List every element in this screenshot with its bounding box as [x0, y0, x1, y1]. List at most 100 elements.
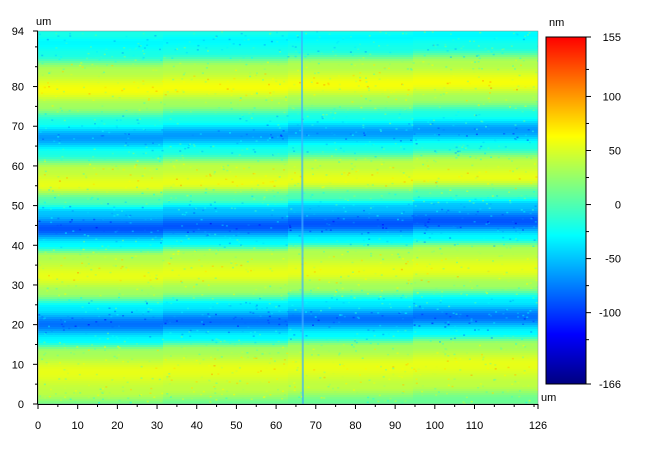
noise-speck: [488, 207, 491, 209]
noise-speck: [236, 142, 239, 145]
noise-speck: [285, 244, 288, 246]
noise-speck: [117, 228, 120, 231]
heatmap-row: [163, 161, 289, 164]
noise-speck: [333, 108, 336, 110]
noise-speck: [206, 47, 209, 50]
heatmap-row: [163, 159, 289, 162]
colorbar-strip: [546, 231, 586, 233]
noise-speck: [350, 63, 353, 66]
heatmap-row: [38, 303, 164, 306]
noise-speck: [450, 196, 452, 199]
noise-speck: [453, 284, 456, 287]
colorbar-strip: [546, 359, 586, 361]
noise-speck: [439, 299, 442, 302]
noise-speck: [413, 368, 416, 370]
noise-speck: [392, 268, 395, 270]
heatmap-row: [288, 67, 414, 70]
noise-speck: [451, 149, 454, 152]
noise-speck: [461, 180, 464, 183]
colorbar-strip: [546, 291, 586, 293]
noise-speck: [469, 156, 472, 158]
heatmap-row: [413, 279, 538, 282]
noise-speck: [502, 236, 505, 239]
heatmap-row: [38, 59, 164, 62]
noise-speck: [118, 97, 121, 99]
noise-speck: [83, 234, 86, 236]
noise-speck: [281, 35, 284, 37]
heatmap-row: [163, 83, 289, 86]
heatmap-row: [38, 157, 164, 160]
noise-speck: [169, 355, 172, 357]
colorbar-strip: [546, 233, 586, 235]
noise-speck: [325, 229, 328, 231]
colorbar-strip: [546, 306, 586, 308]
noise-speck: [531, 326, 534, 329]
colorbar-strip: [546, 167, 586, 169]
noise-speck: [100, 135, 103, 137]
noise-speck: [240, 343, 243, 345]
noise-speck: [212, 306, 215, 308]
noise-speck: [318, 312, 321, 315]
noise-speck: [307, 386, 310, 389]
noise-speck: [41, 185, 44, 187]
noise-speck: [468, 322, 471, 324]
noise-speck: [337, 75, 340, 77]
heatmap-row: [163, 57, 289, 60]
heatmap-row: [288, 401, 414, 404]
noise-speck: [458, 316, 461, 318]
noise-speck: [459, 313, 462, 316]
noise-speck: [113, 206, 116, 208]
noise-speck: [171, 246, 174, 248]
heatmap-row: [163, 329, 289, 332]
noise-speck: [518, 395, 521, 398]
noise-speck: [245, 54, 248, 57]
noise-speck: [211, 373, 213, 376]
noise-speck: [60, 159, 63, 161]
noise-speck: [300, 330, 303, 332]
colorbar-strip: [546, 305, 586, 307]
noise-speck: [181, 154, 184, 157]
colorbar-strip: [546, 268, 586, 270]
heatmap-row: [38, 85, 164, 88]
noise-speck: [492, 53, 495, 56]
heatmap-row: [38, 71, 164, 74]
heatmap-row: [163, 143, 289, 146]
noise-speck: [306, 189, 308, 191]
noise-speck: [488, 100, 491, 103]
noise-speck: [115, 336, 118, 338]
heatmap-row: [38, 313, 164, 316]
noise-speck: [197, 168, 200, 170]
noise-speck: [442, 129, 445, 131]
noise-speck: [58, 378, 61, 380]
heatmap-row: [163, 327, 289, 330]
noise-speck: [509, 247, 512, 249]
noise-speck: [516, 136, 519, 139]
noise-speck: [293, 211, 296, 213]
noise-speck: [180, 346, 183, 348]
noise-speck: [299, 289, 302, 291]
noise-speck: [414, 331, 417, 333]
noise-speck: [58, 180, 61, 182]
noise-speck: [202, 358, 205, 361]
noise-speck: [212, 145, 215, 148]
noise-speck: [227, 221, 230, 224]
noise-speck: [437, 71, 440, 73]
noise-speck: [455, 361, 458, 363]
colorbar-strip: [546, 83, 586, 85]
colorbar-strip: [546, 319, 586, 321]
noise-speck: [228, 230, 231, 232]
noise-speck: [173, 167, 176, 169]
colorbar-strip: [546, 257, 586, 259]
noise-speck: [81, 32, 84, 35]
noise-speck: [278, 310, 281, 312]
noise-speck: [453, 244, 456, 246]
noise-speck: [160, 332, 163, 335]
heatmap-row: [413, 387, 538, 390]
colorbar-strip: [546, 84, 586, 86]
noise-speck: [285, 99, 288, 101]
heatmap-row: [163, 141, 289, 144]
colorbar-strip: [546, 360, 586, 362]
noise-speck: [328, 256, 331, 258]
colorbar-strip: [546, 350, 586, 352]
noise-speck: [311, 194, 314, 196]
